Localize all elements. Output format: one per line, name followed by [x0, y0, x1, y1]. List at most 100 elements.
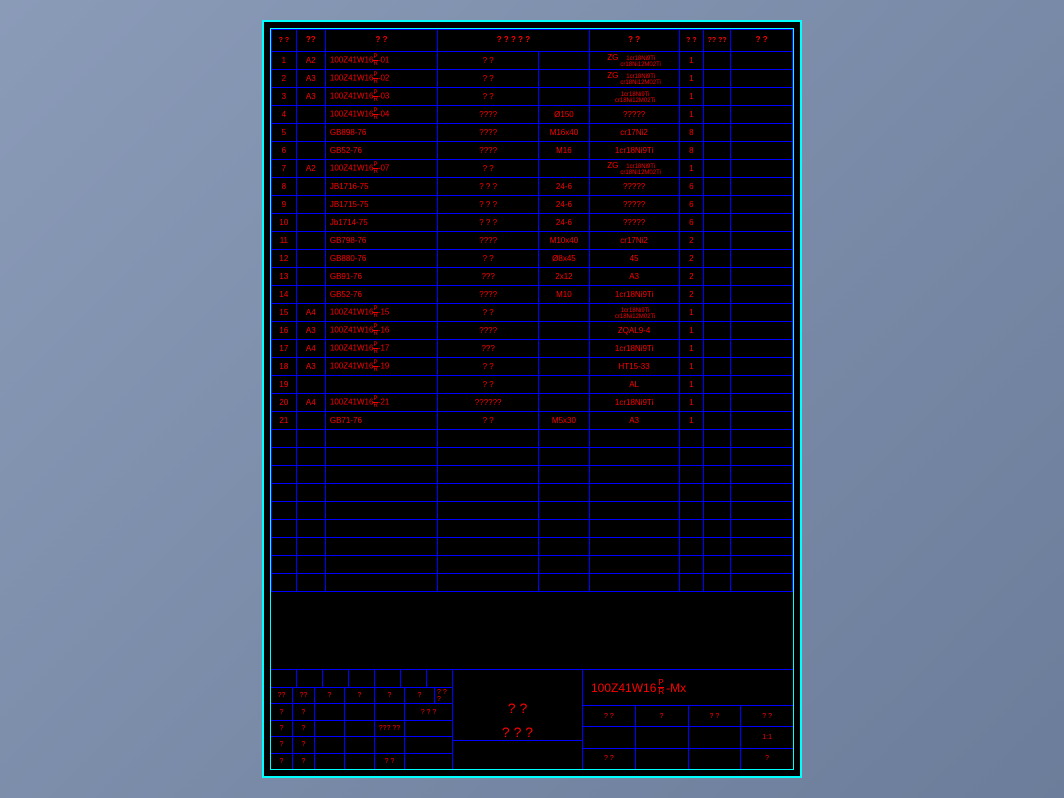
tb-right-cell: [689, 749, 742, 769]
cell-material: ZG1cr18Ni9Ticr18Ni12M02Ti: [589, 70, 679, 88]
cell-qty: 6: [679, 178, 704, 196]
cell-spec: [539, 376, 590, 394]
cell-qty: 1: [679, 70, 704, 88]
table-row: 14GB52-76????M101cr18Ni9Ti2: [272, 286, 793, 304]
cell-qty: 2: [679, 268, 704, 286]
cell-remarks: [731, 286, 793, 304]
tb-left-cell: ?: [271, 704, 293, 719]
table-row: 9JB1715-75? ? ?24-6?????6: [272, 196, 793, 214]
title-block-middle: ? ? ? ? ?: [453, 669, 583, 769]
cell-spec: [539, 160, 590, 178]
cell-desc: ? ? ?: [438, 178, 539, 196]
cell-class: A4: [296, 304, 325, 322]
table-row-empty: [272, 574, 793, 592]
cell-n1: [704, 196, 731, 214]
cell-qty: 1: [679, 412, 704, 430]
cell-index: 21: [272, 412, 297, 430]
cell-remarks: [731, 340, 793, 358]
cell-remarks: [731, 70, 793, 88]
tb-left-row: ??? ?: [271, 754, 452, 769]
cell-spec: M16x40: [539, 124, 590, 142]
cell-spec: 24-6: [539, 178, 590, 196]
table-row: 8JB1716-75? ? ?24-6?????6: [272, 178, 793, 196]
cell-n1: [704, 178, 731, 196]
cell-qty: 8: [679, 142, 704, 160]
table-row-empty: [272, 520, 793, 538]
cell-desc: ? ?: [438, 412, 539, 430]
cell-n1: [704, 286, 731, 304]
table-header: ? ? ?? ? ? ? ? ? ? ? ? ? ? ? ?? ?? ? ?: [272, 30, 793, 52]
cell-desc: ? ? ?: [438, 196, 539, 214]
hdr-remarks: ? ?: [731, 30, 793, 52]
tb-left-cell: ?: [271, 754, 293, 769]
cell-code: 100Z41W16PR-19: [325, 358, 437, 376]
tb-left-cell: [345, 737, 375, 752]
cell-n1: [704, 376, 731, 394]
cell-spec: [539, 322, 590, 340]
cell-remarks: [731, 376, 793, 394]
cell-n1: [704, 268, 731, 286]
tb-left-cell: ??? ??: [375, 721, 405, 736]
table-row: 7A2100Z41W16PR-07? ?ZG1cr18Ni9Ticr18Ni12…: [272, 160, 793, 178]
hdr-desc: ? ? ? ? ?: [438, 30, 590, 52]
cell-spec: 2x12: [539, 268, 590, 286]
cell-class: [296, 124, 325, 142]
cell-n1: [704, 214, 731, 232]
cell-code: GB91-76: [325, 268, 437, 286]
tb-left-cell: [345, 721, 375, 736]
tb-right-cell: [636, 749, 689, 769]
table-row: 3A3100Z41W16PR-03? ?1cr18Ni9Ticr18Ni12M0…: [272, 88, 793, 106]
cell-material: ?????: [589, 178, 679, 196]
cell-material: cr17Ni2: [589, 124, 679, 142]
tb-left-cell: [345, 754, 375, 769]
tb-right-cell: ? ?: [583, 749, 636, 769]
mid-divider: [453, 740, 582, 741]
table-row: 17A4100Z41W16PR-17???1cr18Ni9Ti1: [272, 340, 793, 358]
cell-material: HT15-33: [589, 358, 679, 376]
cell-qty: 1: [679, 322, 704, 340]
cell-desc: ???: [438, 340, 539, 358]
cell-material: A3: [589, 268, 679, 286]
cell-material: AL: [589, 376, 679, 394]
cell-desc: ? ?: [438, 160, 539, 178]
cell-index: 15: [272, 304, 297, 322]
tb-left-cell: [405, 721, 452, 736]
tb-left-cell: ?: [293, 704, 315, 719]
tb-left-header-row: ????????? ? ?: [271, 688, 452, 704]
cell-remarks: [731, 250, 793, 268]
cell-desc: ? ?: [438, 376, 539, 394]
tb-left-hdr-cell: ? ? ?: [435, 688, 452, 703]
cell-n1: [704, 106, 731, 124]
tb-left-hdr-cell: ?: [315, 688, 345, 703]
cell-spec: M10: [539, 286, 590, 304]
cell-code: Jb1714-75: [325, 214, 437, 232]
cell-desc: ? ?: [438, 70, 539, 88]
tb-left-cell: [375, 704, 405, 719]
cell-index: 4: [272, 106, 297, 124]
table-row: 15A4100Z41W16PR-15? ?1cr18Ni9Ticr18Ni12M…: [272, 304, 793, 322]
tb-right-cell: [583, 727, 636, 747]
table-row: 19? ?AL1: [272, 376, 793, 394]
mid-line-1: ? ?: [508, 700, 527, 716]
table-row: 4100Z41W16PR-04????Ø150?????1: [272, 106, 793, 124]
tb-right-cell: 1:1: [741, 727, 793, 747]
header-row: ? ? ?? ? ? ? ? ? ? ? ? ? ? ? ?? ?? ? ?: [272, 30, 793, 52]
tb-left-cell: [315, 704, 345, 719]
cell-remarks: [731, 304, 793, 322]
table-row-empty: [272, 502, 793, 520]
cell-material: 45: [589, 250, 679, 268]
cell-desc: ? ?: [438, 304, 539, 322]
cell-n1: [704, 52, 731, 70]
cell-code: JB1715-75: [325, 196, 437, 214]
tb-left-hdr-cell: ?: [375, 688, 405, 703]
cell-spec: [539, 52, 590, 70]
cell-class: [296, 412, 325, 430]
cell-class: [296, 178, 325, 196]
tb-left-cell: [315, 754, 345, 769]
cell-code: GB898-76: [325, 124, 437, 142]
cell-spec: M16: [539, 142, 590, 160]
cell-desc: ? ?: [438, 250, 539, 268]
cell-qty: 1: [679, 52, 704, 70]
cell-material: ZG1cr18Ni9Ticr18Ni12M02Ti: [589, 160, 679, 178]
cell-qty: 1: [679, 358, 704, 376]
